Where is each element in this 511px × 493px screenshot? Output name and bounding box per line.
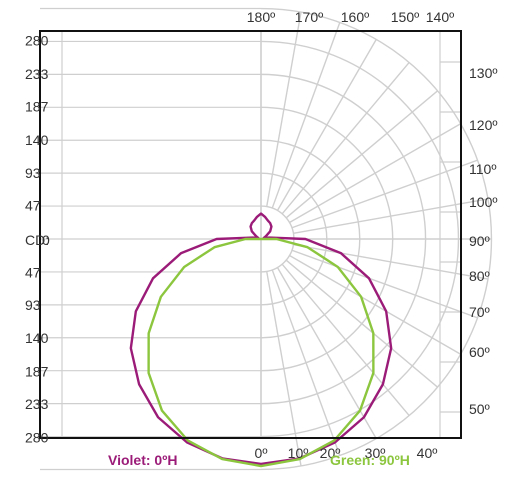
legend-violet: Violet: 0ºH bbox=[108, 452, 177, 468]
cd-tick-label: 93 bbox=[25, 297, 41, 313]
cd-tick-label: 187 bbox=[25, 99, 49, 115]
angle-label-bottom: 40º bbox=[417, 445, 438, 461]
cd-tick-label: 280 bbox=[25, 429, 49, 445]
legend-green: Green: 90ºH bbox=[330, 452, 410, 468]
angle-label-bottom: 0º bbox=[255, 445, 268, 461]
angle-label-right: 110º bbox=[469, 161, 496, 177]
cd-tick-label: 47 bbox=[25, 198, 41, 214]
angle-label-right: 130º bbox=[469, 65, 497, 81]
cd-tick-label: 140 bbox=[25, 330, 49, 346]
grid-spoke bbox=[285, 259, 439, 388]
cd-tick-label: 140 bbox=[25, 132, 49, 148]
grid-spoke bbox=[291, 249, 478, 319]
angle-label-right: 60º bbox=[469, 344, 490, 360]
grid-spoke bbox=[281, 61, 410, 215]
angle-label-right: 90º bbox=[469, 233, 490, 249]
grid-spoke bbox=[276, 39, 377, 211]
cd-tick-label: 233 bbox=[25, 66, 49, 82]
grid-spoke bbox=[271, 22, 341, 209]
grid-spoke bbox=[281, 263, 410, 417]
angle-label-top: 140º bbox=[426, 9, 454, 25]
series-curve-violet bbox=[129, 212, 393, 466]
angle-label-bottom: 30º bbox=[365, 445, 386, 461]
cd-tick-label: 280 bbox=[25, 33, 49, 49]
angle-label-top: 170º bbox=[295, 9, 323, 25]
cd-tick-label: 187 bbox=[25, 363, 49, 379]
grid-spoke bbox=[293, 198, 489, 234]
cd-tick-label: 93 bbox=[25, 165, 41, 181]
angle-label-right: 120º bbox=[469, 117, 497, 133]
grid-spoke bbox=[266, 11, 302, 207]
cd-zero-label: 0 bbox=[42, 232, 50, 248]
grid-spoke bbox=[271, 269, 341, 456]
angle-label-right: 100º bbox=[469, 194, 497, 210]
angle-label-right: 70º bbox=[469, 304, 490, 320]
grid-spoke bbox=[266, 271, 302, 467]
angle-label-bottom: 20º bbox=[320, 445, 341, 461]
tick-labels: CD: 0 280 233 187 140 93 47 47 93 140 187 233 280 18… bbox=[25, 9, 497, 461]
angle-label-bottom: 10º bbox=[288, 445, 309, 461]
cd-tick-label: 233 bbox=[25, 396, 49, 412]
polar-grid bbox=[40, 7, 493, 471]
angle-label-right: 50º bbox=[469, 401, 490, 417]
angle-label-top: 180º bbox=[247, 9, 275, 25]
cd-tick-label: 47 bbox=[25, 264, 41, 280]
angle-label-top: 150º bbox=[391, 9, 419, 25]
plot-frame bbox=[39, 30, 462, 439]
grid-spoke bbox=[289, 254, 461, 355]
series-curve-green bbox=[147, 237, 375, 468]
angle-label-right: 80º bbox=[469, 268, 490, 284]
series-layer bbox=[129, 212, 393, 468]
angle-label-top: 160º bbox=[341, 9, 369, 25]
grid-spoke bbox=[291, 159, 478, 229]
grid-spoke bbox=[289, 123, 461, 224]
grid-spoke bbox=[285, 90, 439, 219]
grid-spoke bbox=[293, 244, 489, 280]
cd-unit-label: CD: bbox=[25, 232, 49, 248]
